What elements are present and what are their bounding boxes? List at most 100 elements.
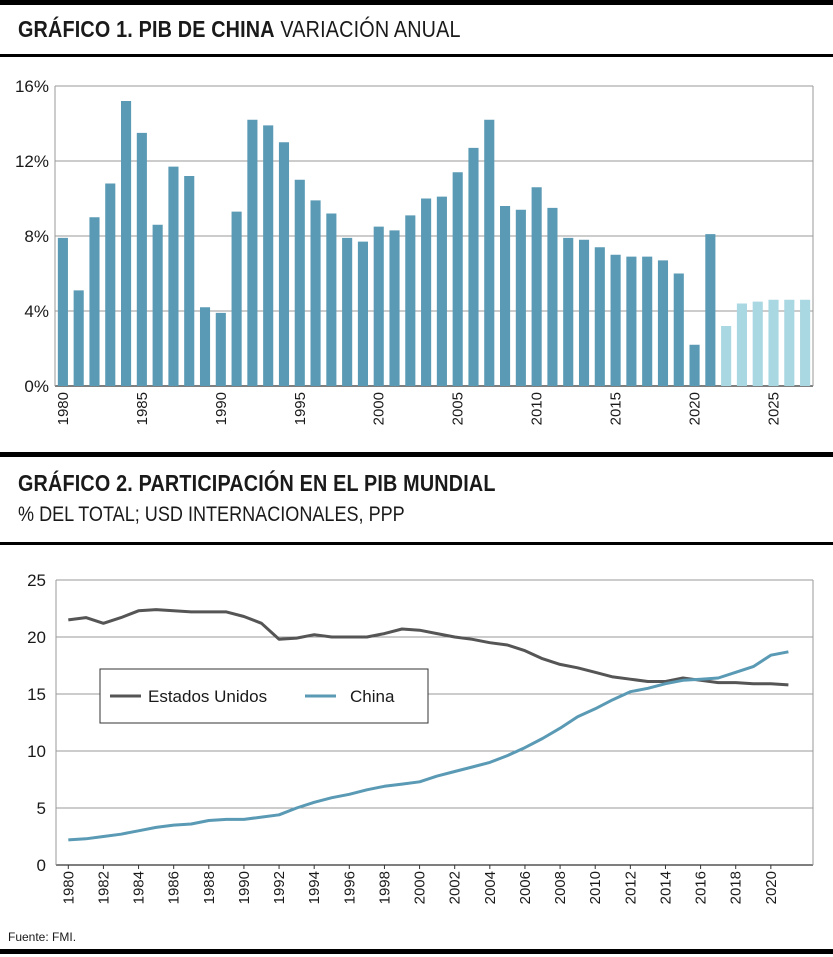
bar-2002: [405, 215, 416, 386]
x-tick-label: 1992: [271, 871, 288, 904]
y-tick-label: 25: [27, 571, 46, 590]
bar-1981: [73, 290, 84, 386]
x-tick-label: 2020: [687, 392, 704, 425]
x-tick-label: 1988: [201, 871, 218, 904]
x-tick-label: 2000: [412, 871, 429, 904]
y-tick-label: 16%: [15, 77, 49, 96]
bar-1982: [89, 217, 100, 386]
bar-1995: [294, 179, 305, 386]
chart1-header-rule: [0, 54, 833, 57]
x-tick-label: 2012: [622, 871, 639, 904]
x-tick-label: 2006: [517, 871, 534, 904]
bar-2000: [373, 226, 384, 386]
bar-2020: [689, 344, 700, 386]
x-tick-label: 1994: [306, 871, 323, 904]
bar-2010: [531, 187, 542, 386]
chart1-bar-chart: 0% 4% 8% 12% 16% 1980 1985 1990 1995 2000 2005 2010…: [15, 77, 814, 425]
bar-2025: [768, 299, 779, 386]
x-tick-label: 2008: [552, 871, 569, 904]
bar-1992: [247, 119, 258, 386]
chart2-subtitle: % DEL TOTAL; USD INTERNACIONALES, PPP: [18, 503, 405, 526]
x-tick-label: 1995: [292, 392, 309, 425]
bar-2011: [547, 207, 558, 386]
x-tick-label: 2000: [371, 392, 388, 425]
x-tick-label: 1998: [376, 871, 393, 904]
x-tick-label: 1990: [236, 871, 253, 904]
x-tick-label: 2016: [693, 871, 710, 904]
bar-1989: [199, 307, 211, 386]
bar-2018: [657, 260, 669, 386]
x-tick-label: 1982: [95, 871, 112, 904]
bar-2005: [452, 172, 463, 386]
x-tick-label: 1984: [131, 871, 148, 904]
chart1-title-rest: VARIACIÓN ANUAL: [280, 16, 461, 42]
x-tick-label: 1990: [213, 392, 230, 425]
bar-1993: [263, 125, 274, 386]
x-tick-label: 2025: [766, 392, 783, 425]
legend-label-estados-unidos: Estados Unidos: [148, 687, 267, 706]
bar-2027: [800, 299, 811, 386]
bar-1990: [215, 312, 226, 386]
chart2-separator-rule: [0, 452, 833, 457]
x-tick-label: 2015: [608, 392, 625, 425]
bottom-rule: [0, 949, 833, 954]
x-tick-label: 2010: [529, 392, 546, 425]
bar-2022: [721, 326, 732, 386]
y-tick-label: 20: [27, 628, 46, 647]
x-tick-label: 1985: [134, 392, 151, 425]
chart2-title: GRÁFICO 2. PARTICIPACIÓN EN EL PIB MUNDI…: [18, 470, 496, 497]
bar-2024: [752, 301, 763, 386]
bar-1983: [105, 183, 116, 386]
bar-2017: [642, 256, 653, 386]
x-tick-label: 2002: [447, 871, 464, 904]
source-note: Fuente: FMI.: [8, 930, 77, 944]
bar-2004: [436, 196, 447, 386]
bar-2019: [673, 273, 684, 386]
bar-2023: [736, 303, 747, 386]
x-tick-label: 2018: [728, 871, 745, 904]
bar-2009: [515, 209, 526, 386]
bar-2006: [468, 147, 479, 386]
legend-label-china: China: [350, 687, 395, 706]
bar-1999: [357, 241, 368, 386]
legend-box: [99, 668, 429, 724]
bar-2003: [421, 198, 432, 386]
bar-1997: [326, 213, 337, 386]
x-tick-label: 2004: [482, 871, 499, 904]
x-tick-label: 1980: [55, 392, 72, 425]
top-rule: [0, 0, 833, 5]
x-tick-label: 2010: [587, 871, 604, 904]
bar-1984: [121, 101, 132, 386]
bar-1987: [168, 166, 179, 386]
chart2-title-bold: GRÁFICO 2. PARTICIPACIÓN EN EL PIB MUNDI…: [18, 470, 496, 496]
series-line-estados-unidos: [68, 608, 789, 687]
chart2-header-rule: [0, 542, 833, 545]
bar-1988: [184, 176, 195, 386]
bar-2008: [500, 206, 511, 386]
bar-2021: [705, 234, 716, 386]
bar-1980: [57, 237, 68, 386]
y-tick-label: 5: [37, 799, 46, 818]
bar-1991: [231, 211, 242, 386]
series-line-china: [68, 650, 789, 842]
bar-2007: [484, 119, 495, 386]
bar-2012: [563, 237, 574, 386]
chart1-title: GRÁFICO 1. PIB DE CHINA VARIACIÓN ANUAL: [18, 16, 461, 43]
y-tick-label: 8%: [24, 227, 49, 246]
bar-1994: [278, 142, 290, 386]
y-tick-label: 0%: [24, 377, 49, 396]
bar-1996: [310, 200, 321, 386]
bar-2026: [784, 299, 795, 386]
bar-2016: [626, 256, 637, 386]
x-tick-label: 2014: [657, 871, 674, 904]
bar-1986: [152, 224, 163, 386]
x-tick-label: 1986: [166, 871, 183, 904]
bar-1985: [136, 132, 147, 386]
y-tick-label: 4%: [24, 302, 49, 321]
x-tick-label: 1996: [341, 871, 358, 904]
y-tick-label: 12%: [15, 152, 49, 171]
bar-2014: [594, 247, 605, 386]
bar-2015: [610, 254, 621, 386]
bar-2013: [578, 239, 590, 386]
